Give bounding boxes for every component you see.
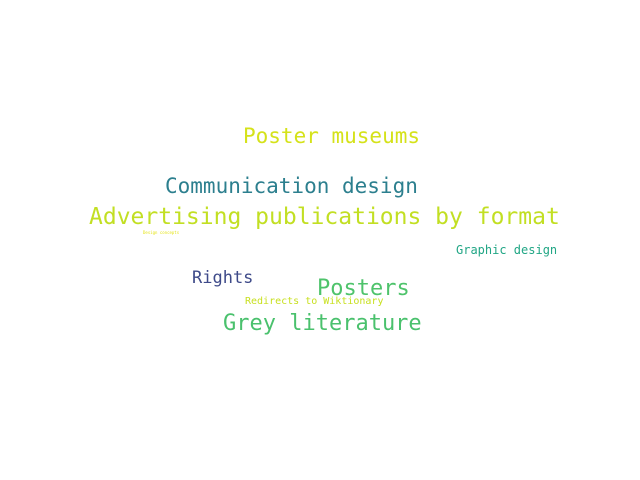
word-communication-design: Communication design (165, 174, 418, 198)
word-graphic-design: Graphic design (456, 243, 558, 257)
word-grey-literature: Grey literature (223, 311, 422, 336)
word-design-concepts: Design concepts (143, 230, 180, 235)
word-redirects-to-wiktionary: Redirects to Wiktionary (245, 296, 384, 307)
word-rights: Rights (192, 268, 254, 288)
word-advertising-publications-by-format: Advertising publications by format (89, 204, 560, 230)
word-poster-museums: Poster museums (243, 124, 421, 148)
word-posters: Posters (317, 276, 410, 301)
